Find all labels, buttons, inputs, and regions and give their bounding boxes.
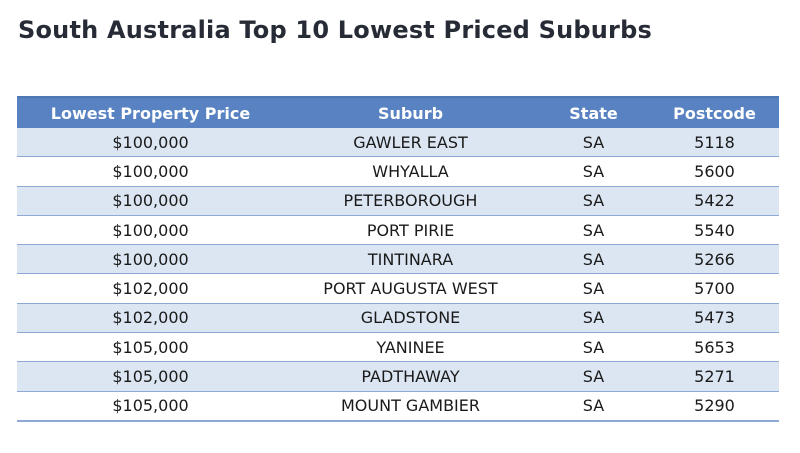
postcode-cell: 5266: [650, 244, 779, 275]
column-header-postcode: Postcode: [650, 96, 779, 128]
table-row: $102,000 PORT AUGUSTA WEST SA 5700: [17, 273, 779, 304]
table-row: $100,000 WHYALLA SA 5600: [17, 156, 779, 187]
table-row: $100,000 TINTINARA SA 5266: [17, 244, 779, 275]
postcode-cell: 5271: [650, 361, 779, 392]
state-cell: SA: [537, 215, 650, 246]
suburb-cell: PETERBOROUGH: [284, 186, 537, 216]
table-row: $105,000 MOUNT GAMBIER SA 5290: [17, 391, 779, 422]
postcode-cell: 5700: [650, 273, 779, 304]
state-cell: SA: [537, 361, 650, 392]
suburb-cell: PORT PIRIE: [284, 215, 537, 246]
header-row: Lowest Property Price Suburb State Postc…: [17, 96, 779, 128]
postcode-cell: 5600: [650, 156, 779, 187]
postcode-cell: 5422: [650, 186, 779, 216]
page-title: South Australia Top 10 Lowest Priced Sub…: [18, 16, 652, 44]
state-cell: SA: [537, 391, 650, 422]
column-header-state: State: [537, 96, 650, 128]
table-row: $102,000 GLADSTONE SA 5473: [17, 303, 779, 334]
column-header-price: Lowest Property Price: [17, 96, 284, 128]
state-cell: SA: [537, 303, 650, 334]
suburbs-table: Lowest Property Price Suburb State Postc…: [17, 96, 779, 422]
price-cell: $102,000: [17, 303, 284, 334]
state-cell: SA: [537, 332, 650, 363]
suburb-cell: TINTINARA: [284, 244, 537, 275]
price-cell: $105,000: [17, 361, 284, 392]
suburb-cell: MOUNT GAMBIER: [284, 391, 537, 422]
suburb-cell: WHYALLA: [284, 156, 537, 187]
table-header: Lowest Property Price Suburb State Postc…: [17, 96, 779, 128]
state-cell: SA: [537, 244, 650, 275]
price-cell: $100,000: [17, 244, 284, 275]
postcode-cell: 5473: [650, 303, 779, 334]
price-cell: $100,000: [17, 215, 284, 246]
table-row: $100,000 PETERBOROUGH SA 5422: [17, 186, 779, 216]
state-cell: SA: [537, 186, 650, 216]
state-cell: SA: [537, 128, 650, 158]
price-cell: $102,000: [17, 273, 284, 304]
table-row: $105,000 YANINEE SA 5653: [17, 332, 779, 363]
suburb-cell: GAWLER EAST: [284, 128, 537, 158]
price-cell: $100,000: [17, 128, 284, 158]
suburb-cell: YANINEE: [284, 332, 537, 363]
table-row: $105,000 PADTHAWAY SA 5271: [17, 361, 779, 392]
postcode-cell: 5290: [650, 391, 779, 422]
suburb-cell: PORT AUGUSTA WEST: [284, 273, 537, 304]
state-cell: SA: [537, 156, 650, 187]
price-cell: $100,000: [17, 156, 284, 187]
price-cell: $100,000: [17, 186, 284, 216]
suburb-cell: GLADSTONE: [284, 303, 537, 334]
price-cell: $105,000: [17, 332, 284, 363]
suburb-cell: PADTHAWAY: [284, 361, 537, 392]
column-header-suburb: Suburb: [284, 96, 537, 128]
table-row: $100,000 GAWLER EAST SA 5118: [17, 128, 779, 158]
price-cell: $105,000: [17, 391, 284, 422]
table-row: $100,000 PORT PIRIE SA 5540: [17, 215, 779, 246]
postcode-cell: 5540: [650, 215, 779, 246]
table-body: $100,000 GAWLER EAST SA 5118 $100,000 WH…: [17, 128, 779, 422]
postcode-cell: 5653: [650, 332, 779, 363]
state-cell: SA: [537, 273, 650, 304]
postcode-cell: 5118: [650, 128, 779, 158]
